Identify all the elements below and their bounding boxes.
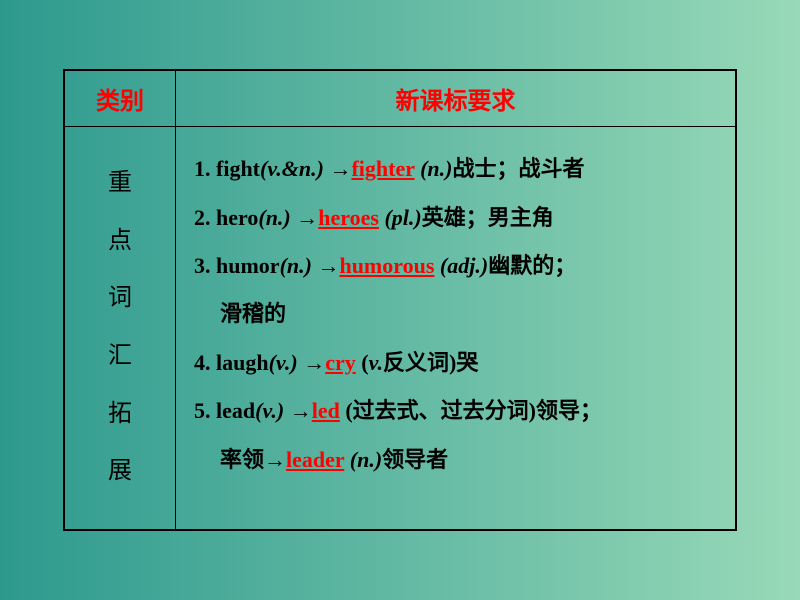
entry-derived-pos: (adj.) bbox=[440, 253, 488, 278]
arrow-icon: → bbox=[296, 205, 318, 230]
side-char: 汇 bbox=[108, 343, 132, 369]
entry-row: 5. lead(v.) →led (过去式、过去分词)领导； bbox=[194, 387, 602, 435]
entry-derived-pos: (pl.) bbox=[384, 205, 421, 230]
entry-base-pos: (v.&n.) bbox=[260, 156, 324, 181]
entry-base: humor bbox=[216, 253, 280, 278]
entry-base-pos: (v.) bbox=[255, 398, 284, 423]
entry-meaning-cont: 滑稽的 bbox=[220, 301, 286, 326]
entry-derived-pos: (过去式、过去分词) bbox=[345, 398, 536, 423]
entry-derived: humorous bbox=[339, 253, 434, 278]
entry-derived: fighter bbox=[351, 156, 414, 181]
side-label-cell: 重 点 词 汇 拓 展 bbox=[65, 127, 176, 529]
side-label: 重 点 词 汇 拓 展 bbox=[108, 127, 132, 529]
arrow-icon: → bbox=[317, 253, 339, 278]
entry-derived-pos: (n.) bbox=[350, 447, 382, 472]
side-char: 重 bbox=[108, 170, 132, 196]
side-char: 词 bbox=[108, 285, 132, 311]
entry-row: 2. hero(n.) →heroes (pl.)英雄；男主角 bbox=[194, 194, 602, 242]
entry-base-pos: (n.) bbox=[280, 253, 312, 278]
header-row: 类别 新课标要求 bbox=[65, 71, 735, 127]
entry-base: fight bbox=[216, 156, 260, 181]
body-row: 重 点 词 汇 拓 展 1. fight(v.&n.) →fighter (n.… bbox=[65, 127, 735, 529]
side-char: 点 bbox=[108, 228, 132, 254]
entry-meaning: 英雄；男主角 bbox=[422, 205, 554, 230]
side-char: 展 bbox=[108, 458, 132, 484]
entry-row: 3. humor(n.) →humorous (adj.)幽默的； bbox=[194, 242, 602, 290]
entry-num: 3. bbox=[194, 253, 211, 278]
entry-base-pos: (n.) bbox=[258, 205, 290, 230]
arrow-icon: → bbox=[303, 350, 325, 375]
arrow-icon: → bbox=[329, 156, 351, 181]
entry-base: hero bbox=[216, 205, 258, 230]
entry-meaning-cont: 率领 bbox=[220, 447, 264, 472]
entry-row-cont: 滑稽的 bbox=[194, 290, 602, 338]
side-char: 拓 bbox=[108, 401, 132, 427]
header-right-cell: 新课标要求 bbox=[176, 71, 735, 126]
entry-num: 4. bbox=[194, 350, 211, 375]
entry-base: laugh bbox=[216, 350, 269, 375]
entry-meaning: 领导； bbox=[536, 398, 602, 423]
entry-row: 4. laugh(v.) →cry (v.反义词)哭 bbox=[194, 339, 602, 387]
arrow-icon: → bbox=[290, 398, 312, 423]
entry-derived: heroes bbox=[318, 205, 379, 230]
entry-derived-pos: (n.) bbox=[420, 156, 452, 181]
entry-num: 5. bbox=[194, 398, 211, 423]
entry-base-pos: (v.) bbox=[269, 350, 298, 375]
entry-num: 1. bbox=[194, 156, 211, 181]
entry-meaning: 领导者 bbox=[382, 447, 448, 472]
entry-derived-pos: (v.反义词) bbox=[361, 350, 456, 375]
entry-row: 1. fight(v.&n.) →fighter (n.)战士；战斗者 bbox=[194, 145, 602, 193]
entry-derived: leader bbox=[286, 447, 344, 472]
entry-derived: cry bbox=[325, 350, 356, 375]
header-left-label: 类别 bbox=[96, 81, 144, 116]
entry-derived: led bbox=[312, 398, 340, 423]
arrow-icon: → bbox=[264, 447, 286, 472]
vocab-table: 类别 新课标要求 重 点 词 汇 拓 展 1. fight(v.&n.) →fi… bbox=[63, 69, 737, 531]
content-cell: 1. fight(v.&n.) →fighter (n.)战士；战斗者 2. h… bbox=[176, 127, 616, 529]
header-right-label: 新课标要求 bbox=[396, 89, 516, 115]
entry-row-cont: 率领→leader (n.)领导者 bbox=[194, 436, 602, 484]
entry-meaning: 幽默的； bbox=[488, 253, 576, 278]
entry-base: lead bbox=[216, 398, 255, 423]
entry-meaning: 战士；战斗者 bbox=[452, 156, 584, 181]
header-left-cell: 类别 bbox=[65, 71, 176, 126]
entry-num: 2. bbox=[194, 205, 211, 230]
entry-meaning: 哭 bbox=[456, 350, 478, 375]
